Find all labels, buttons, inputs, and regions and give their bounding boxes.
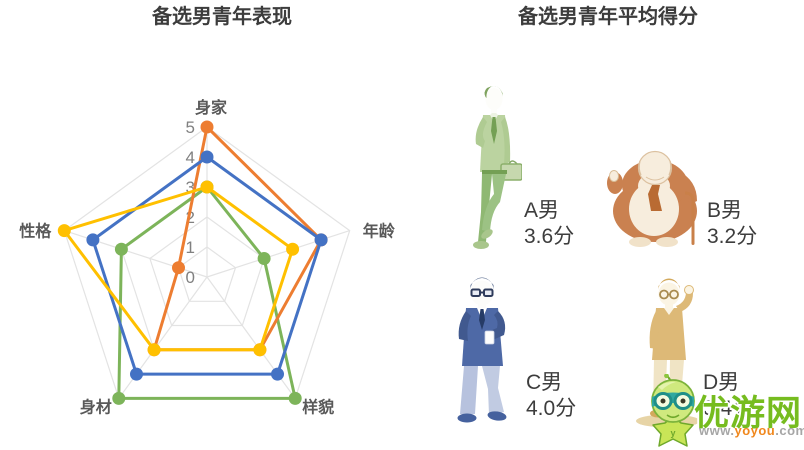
radar-series-D男 (57, 180, 300, 357)
svg-text:0: 0 (186, 268, 195, 287)
svg-text:性格: 性格 (19, 222, 52, 241)
radar-series-C男 (86, 150, 328, 381)
svg-text:2: 2 (186, 208, 195, 227)
svg-text:y: y (670, 428, 675, 438)
candidate-c-score: 4.0分 (526, 397, 577, 420)
watermark-url-name: yoyou (734, 423, 776, 438)
candidate-a-label: A男 3.6分 (524, 198, 574, 250)
green-businessman-illustration (473, 86, 522, 249)
blue-suit-man-illustration (457, 277, 507, 423)
watermark-url: www.yoyou.com (699, 423, 804, 438)
svg-text:身家: 身家 (195, 98, 228, 117)
candidate-d-name: D男 (703, 371, 740, 394)
candidate-b-figure (607, 150, 697, 247)
mascot-illustration: y (651, 374, 695, 447)
svg-text:4: 4 (186, 148, 195, 167)
watermark-url-www: www. (699, 423, 735, 438)
svg-text:5: 5 (186, 118, 195, 137)
candidate-d-score: 3.4分 (703, 397, 754, 420)
candidate-b-score: 3.2分 (707, 225, 758, 248)
svg-text:1: 1 (186, 238, 195, 257)
candidate-c-figure (457, 277, 507, 423)
candidate-a-figure (473, 86, 522, 249)
yoyou-mascot-icon: y (651, 374, 695, 447)
candidate-d-label: D男 3.4分 (703, 370, 753, 422)
candidate-b-name: B男 (707, 199, 743, 222)
fat-rich-man-illustration (607, 150, 697, 247)
svg-text:样貌: 样貌 (302, 397, 334, 416)
candidate-c-label: C男 4.0分 (526, 370, 576, 422)
candidate-a-score: 3.6分 (524, 225, 575, 248)
svg-text:年龄: 年龄 (363, 222, 396, 241)
radar-axis-ticks: 0 1 2 3 4 5 (186, 118, 195, 287)
svg-text:身材: 身材 (80, 397, 112, 416)
watermark-site-name: 优游网 (694, 394, 803, 433)
scores-panel-title: 备选男青年平均得分 (518, 6, 698, 28)
radar-chart-title: 备选男青年表现 (152, 6, 292, 28)
svg-text:3: 3 (186, 178, 195, 197)
candidate-c-name: C男 (526, 371, 563, 394)
watermark-url-com: .com (775, 423, 804, 438)
candidate-a-name: A男 (524, 199, 560, 222)
candidate-b-label: B男 3.2分 (707, 198, 757, 250)
